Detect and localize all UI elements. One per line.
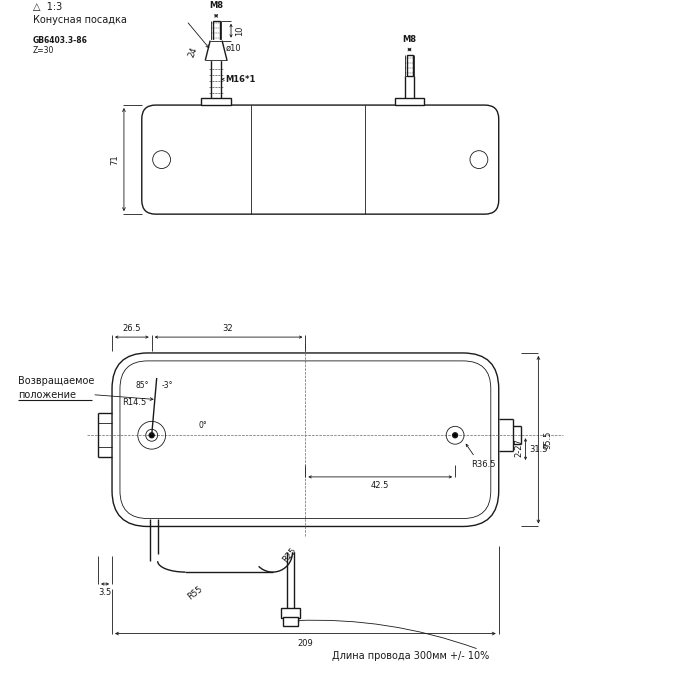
FancyBboxPatch shape	[142, 105, 498, 214]
Bar	[283, 617, 298, 626]
FancyBboxPatch shape	[112, 353, 498, 526]
Text: положение: положение	[18, 390, 76, 400]
Text: 31.5: 31.5	[529, 444, 548, 454]
Text: 26.5: 26.5	[122, 324, 141, 333]
Text: 2-27: 2-27	[514, 438, 524, 456]
Text: R36.5: R36.5	[471, 460, 496, 469]
Text: 0°: 0°	[198, 421, 207, 430]
Text: R14.5: R14.5	[122, 398, 147, 407]
Text: GB6403.3-86: GB6403.3-86	[33, 36, 88, 45]
Text: 3.5: 3.5	[99, 588, 112, 597]
Text: Конусная посадка: Конусная посадка	[33, 15, 127, 24]
Text: -3°: -3°	[162, 381, 173, 390]
Text: 42.5: 42.5	[370, 481, 389, 490]
Text: 209: 209	[298, 638, 314, 648]
Text: ø10: ø10	[226, 44, 241, 53]
Bar	[281, 608, 300, 617]
Text: M16*1: M16*1	[225, 75, 256, 84]
Polygon shape	[205, 41, 227, 60]
Text: R55: R55	[186, 584, 204, 601]
Text: 85°: 85°	[135, 381, 148, 390]
Bar	[202, 98, 231, 105]
Text: 24: 24	[187, 46, 199, 59]
Text: Длина провода 300мм +/- 10%: Длина провода 300мм +/- 10%	[332, 652, 489, 662]
Bar	[214, 21, 220, 41]
Circle shape	[149, 433, 154, 438]
Text: Z=30: Z=30	[33, 46, 54, 55]
Text: △  1:3: △ 1:3	[33, 2, 62, 12]
Text: 32: 32	[223, 324, 233, 333]
Text: R25: R25	[281, 546, 298, 564]
Text: 10: 10	[235, 25, 244, 36]
Text: M8: M8	[402, 34, 416, 43]
Circle shape	[453, 433, 458, 438]
Text: Возвращаемое: Возвращаемое	[18, 376, 95, 386]
Text: M8: M8	[209, 1, 223, 10]
Text: 71: 71	[110, 154, 119, 165]
Bar	[407, 55, 414, 76]
Bar	[395, 98, 424, 105]
Text: 95.5: 95.5	[543, 431, 552, 449]
